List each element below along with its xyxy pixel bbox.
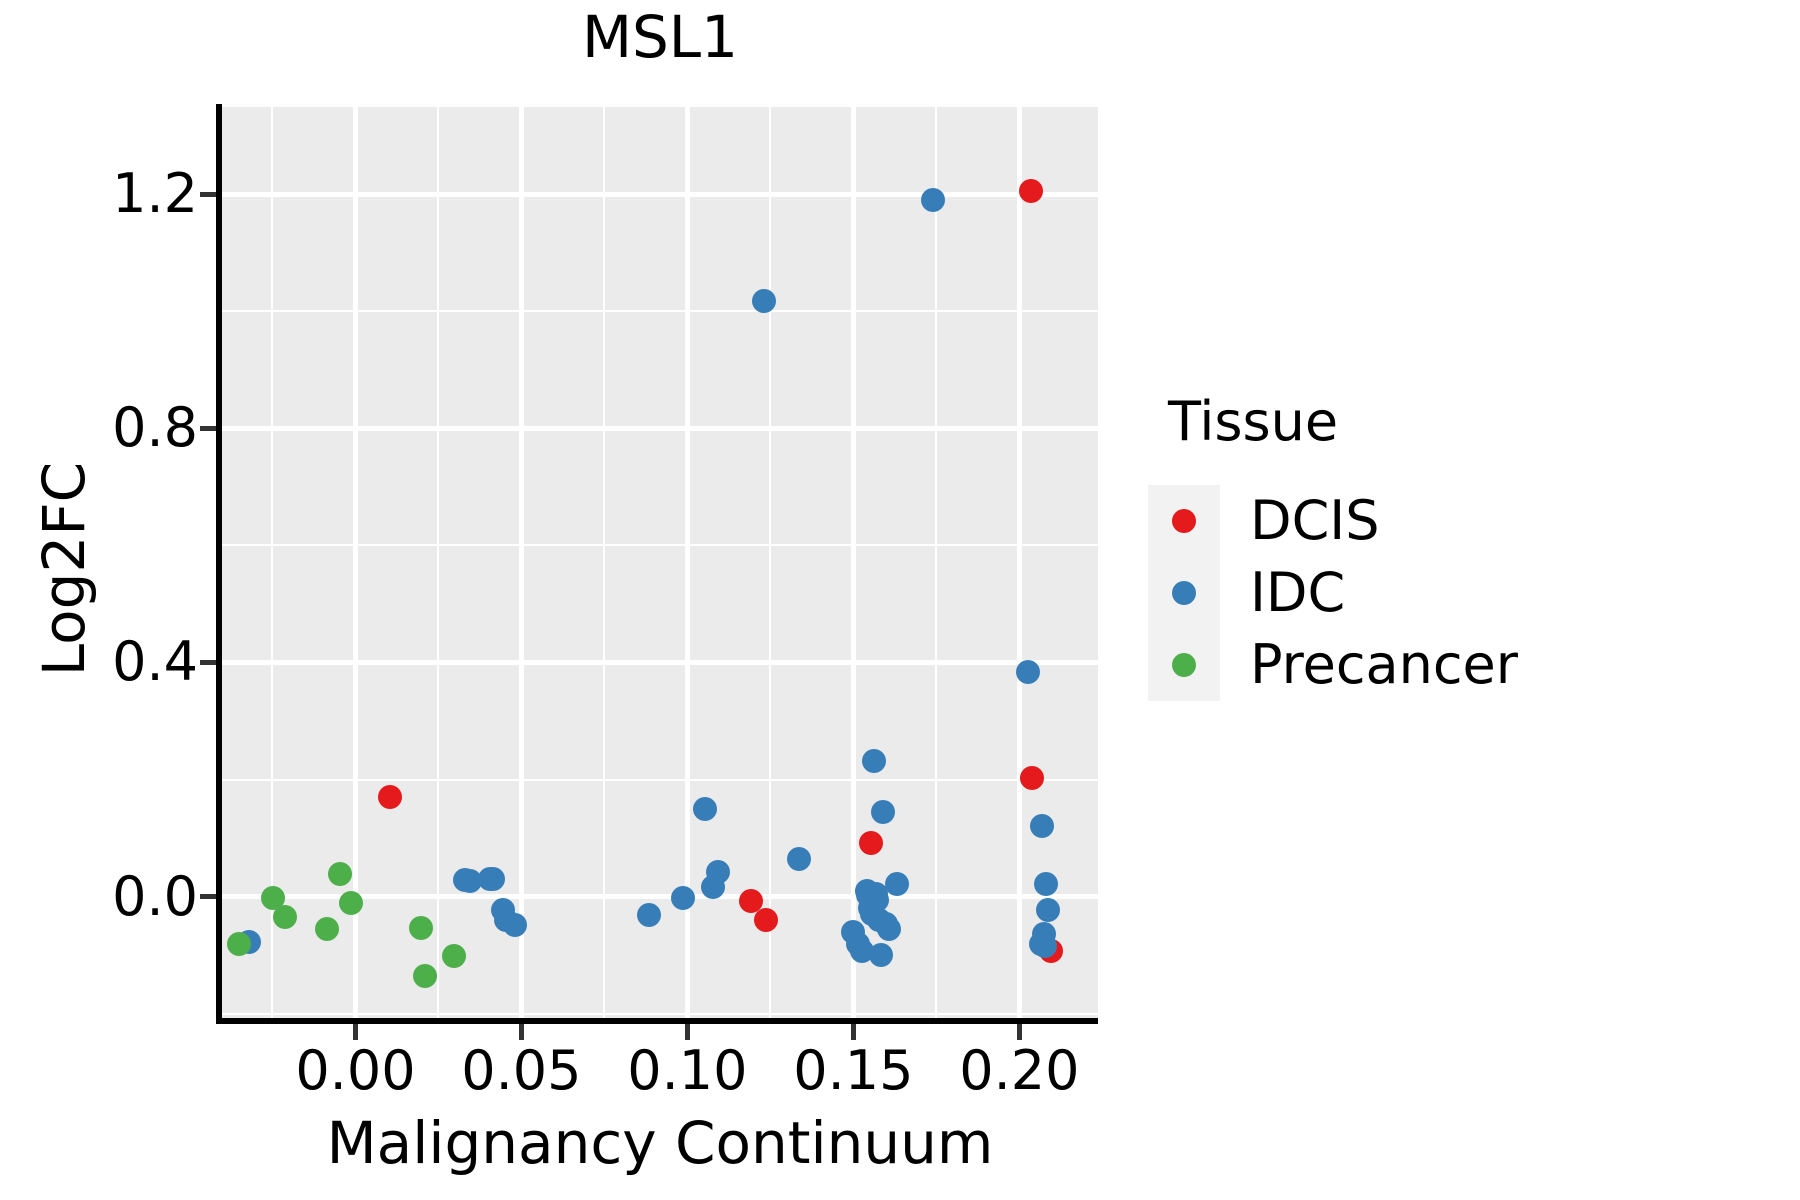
gridline-minor-horizontal (222, 310, 1098, 313)
gridline-major-vertical (352, 107, 358, 1018)
gridline-minor-vertical (271, 107, 274, 1018)
x-axis-tick (684, 1024, 690, 1040)
x-axis-title: Malignancy Continuum (326, 1109, 994, 1177)
legend-item-idc[interactable]: IDC (1148, 557, 1518, 629)
y-axis-tick (200, 191, 216, 197)
x-axis-line (216, 1018, 1098, 1024)
x-axis-tick (518, 1024, 524, 1040)
data-point-precancer (272, 905, 297, 930)
data-point-idc (636, 902, 661, 927)
data-point-idc (876, 917, 901, 942)
legend-title: Tissue (1168, 390, 1339, 453)
data-point-idc (1033, 934, 1058, 959)
gridline-minor-vertical (603, 107, 606, 1018)
gridline-minor-horizontal (222, 1012, 1098, 1015)
data-point-precancer (408, 915, 433, 940)
x-axis-tick (352, 1024, 358, 1040)
data-point-idc (481, 866, 506, 891)
y-axis-tick-label: 0.0 (112, 864, 198, 928)
data-point-idc (921, 187, 946, 212)
page-title: MSL1 (581, 3, 739, 71)
gridline-major-vertical (850, 107, 856, 1018)
legend-item-label: Precancer (1250, 633, 1518, 696)
data-point-dcis (1020, 766, 1045, 791)
x-axis-tick-label: 0.05 (461, 1039, 582, 1102)
data-point-idc (1015, 659, 1040, 684)
gridline-minor-horizontal (222, 778, 1098, 781)
data-point-dcis (1018, 178, 1043, 203)
data-point-precancer (314, 916, 339, 941)
data-point-dcis (753, 908, 778, 933)
x-axis-tick (850, 1024, 856, 1040)
legend-dot-icon (1172, 581, 1196, 605)
y-axis-title: Log2FC (30, 461, 98, 677)
data-point-idc (1033, 871, 1058, 896)
data-point-dcis (858, 831, 883, 856)
data-point-precancer (442, 943, 467, 968)
data-point-idc (752, 288, 777, 313)
legend-item-label: IDC (1250, 561, 1346, 624)
data-point-precancer (226, 931, 251, 956)
legend-item-precancer[interactable]: Precancer (1148, 629, 1518, 701)
data-point-idc (671, 886, 696, 911)
data-point-precancer (328, 861, 353, 886)
y-axis-tick-label: 0.4 (112, 630, 198, 694)
gridline-minor-horizontal (222, 544, 1098, 547)
legend-key-swatch (1148, 485, 1220, 557)
x-axis-tick-label: 0.20 (959, 1039, 1080, 1102)
data-point-idc (861, 748, 886, 773)
gridline-major-vertical (684, 107, 690, 1018)
plot-panel (222, 107, 1098, 1018)
data-point-dcis (377, 785, 402, 810)
data-point-idc (871, 799, 896, 824)
legend-items: DCIS IDC Precancer (1148, 485, 1518, 701)
gridline-minor-vertical (437, 107, 440, 1018)
y-axis-line (216, 104, 222, 1021)
legend-item-label: DCIS (1250, 489, 1380, 552)
data-point-idc (1029, 814, 1054, 839)
data-point-idc (885, 871, 910, 896)
x-axis-tick-label: 0.00 (295, 1039, 416, 1102)
gridline-major-vertical (518, 107, 524, 1018)
data-point-precancer (413, 963, 438, 988)
data-point-idc (692, 796, 717, 821)
x-axis-tick-label: 0.10 (627, 1039, 748, 1102)
data-point-idc (705, 860, 730, 885)
gridline-major-horizontal (222, 659, 1098, 665)
data-point-idc (786, 847, 811, 872)
gridline-minor-vertical (769, 107, 772, 1018)
y-axis-tick-label: 0.8 (112, 396, 198, 460)
data-point-idc (1035, 898, 1060, 923)
y-axis-tick-label: 1.2 (112, 162, 198, 226)
data-point-precancer (339, 890, 364, 915)
x-axis-tick (1016, 1024, 1022, 1040)
data-point-idc (503, 912, 528, 937)
y-axis-tick (200, 425, 216, 431)
data-point-idc (869, 943, 894, 968)
legend-item-dcis[interactable]: DCIS (1148, 485, 1518, 557)
gridline-major-vertical (1016, 107, 1022, 1018)
gridline-major-horizontal (222, 425, 1098, 431)
legend-dot-icon (1172, 653, 1196, 677)
gridline-major-horizontal (222, 894, 1098, 900)
gridline-minor-vertical (935, 107, 938, 1018)
legend-key-swatch (1148, 557, 1220, 629)
gridline-major-horizontal (222, 191, 1098, 197)
y-axis-tick (200, 894, 216, 900)
legend-key-swatch (1148, 629, 1220, 701)
legend: Tissue DCIS IDC Precancer (1148, 395, 1518, 701)
legend-dot-icon (1172, 509, 1196, 533)
x-axis-tick-label: 0.15 (793, 1039, 914, 1102)
y-axis-tick (200, 659, 216, 665)
